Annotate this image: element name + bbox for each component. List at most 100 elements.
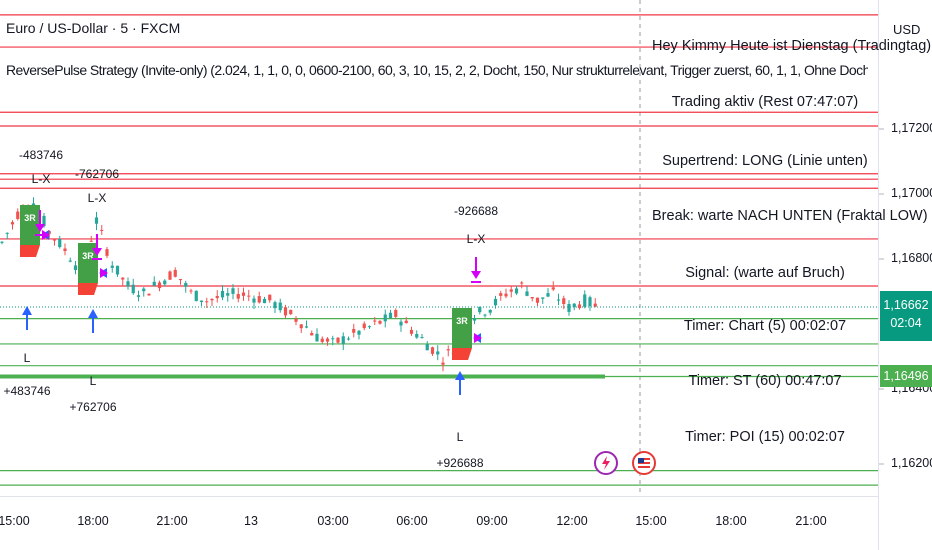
candle-body <box>420 337 424 339</box>
candle-body <box>268 294 272 301</box>
info-break: Break: warte NACH UNTEN (Fraktal LOW) <box>652 208 928 224</box>
candle-body <box>168 271 172 280</box>
info-trading-status: Trading aktiv (Rest 07:47:07) <box>671 94 859 110</box>
candle-body <box>178 279 183 281</box>
candle-body <box>68 260 72 262</box>
info-timer-chart: Timer: Chart (5) 00:02:07 <box>683 318 847 334</box>
us-flag-icon[interactable] <box>632 451 656 475</box>
candle-body <box>514 288 519 294</box>
strategy-legend[interactable]: ReversePulse Strategy (Invite-only) (2.0… <box>6 62 868 78</box>
candle-body <box>289 309 293 315</box>
candle-body <box>509 289 513 292</box>
candle-body <box>562 298 566 304</box>
candle-body <box>47 231 51 234</box>
trade-entry-label: L <box>23 351 31 365</box>
time-axis-separator <box>0 496 878 497</box>
entry-arrow-head <box>88 309 98 318</box>
candle-body <box>173 269 177 277</box>
candle-body <box>346 338 351 340</box>
candle-body <box>383 314 387 322</box>
candle-body <box>388 312 393 319</box>
candle-body <box>73 265 78 271</box>
candle-body <box>131 284 135 294</box>
trade-result-bottom: +926688 <box>436 456 484 470</box>
candle-body <box>205 301 209 303</box>
x-tick-label: 18:00 <box>715 514 747 528</box>
r-multiple-badge <box>78 243 98 283</box>
trade-result-top: -483746 <box>18 148 64 162</box>
candle-body <box>194 290 198 302</box>
risk-badge <box>78 283 98 295</box>
candle-body <box>478 306 482 313</box>
candle-body <box>436 351 440 355</box>
candle-body <box>499 293 503 296</box>
r-multiple-text: 3R <box>82 251 94 261</box>
candle-body <box>10 222 15 225</box>
exit-arrow-head <box>471 271 481 279</box>
candle-body <box>236 294 240 299</box>
candle-body <box>546 293 550 297</box>
trade-result-top: -926688 <box>453 204 499 218</box>
r-multiple-badge <box>452 308 472 348</box>
candle-body <box>147 293 151 296</box>
candle-body <box>367 326 372 328</box>
lightning-icon[interactable] <box>594 451 618 475</box>
candle-body <box>362 323 366 329</box>
candle-body <box>157 282 162 289</box>
x-tick-label: 21:00 <box>795 514 827 528</box>
entry-arrow-head <box>455 371 465 380</box>
candle-body <box>577 304 582 309</box>
trade-exit-label: L-X <box>466 232 486 246</box>
risk-badge <box>452 348 472 360</box>
info-timer-poi: Timer: POI (15) 00:02:07 <box>685 429 845 445</box>
candle-body <box>341 336 345 344</box>
trade-exit-label: L-X <box>87 191 107 205</box>
candle-body <box>357 330 361 335</box>
current-price-badge: 1,16662 02:04 <box>880 291 932 341</box>
candle-body <box>105 249 109 256</box>
r-multiple-text: 3R <box>24 213 36 223</box>
candle-body <box>530 296 534 299</box>
info-supertrend: Supertrend: LONG (Linie unten) <box>662 153 868 169</box>
candle-body <box>89 240 93 242</box>
candle-body <box>483 314 487 316</box>
candle-body <box>231 288 235 294</box>
symbol-title[interactable]: Euro / US-Dollar · 5 · FXCM <box>6 20 181 36</box>
info-timer-st: Timer: ST (60) 00:47:07 <box>688 373 842 389</box>
x-tick-label: 18:00 <box>77 514 109 528</box>
y-tick-label: 1,17200 <box>891 121 932 135</box>
candle-body <box>136 295 141 297</box>
candle-body <box>189 290 193 292</box>
x-tick-label: 15:00 <box>635 514 667 528</box>
y-tick-label: 1,16800 <box>891 251 932 265</box>
candle-body <box>304 326 309 328</box>
exit-arrow-head <box>92 248 102 256</box>
candle-body <box>184 282 188 287</box>
candle-body <box>378 320 382 324</box>
candle-body <box>310 333 314 336</box>
candle-body <box>63 248 67 252</box>
candle-body <box>299 324 303 329</box>
candle-body <box>441 362 445 365</box>
candle-body <box>556 299 561 301</box>
candle-body <box>273 302 277 309</box>
candle-body <box>320 338 324 342</box>
trade-entry-label: L <box>89 374 97 388</box>
currency-label[interactable]: USD <box>893 22 921 37</box>
candle-body <box>331 338 335 340</box>
candle-body <box>352 328 356 333</box>
candle-body <box>5 232 9 234</box>
candle-body <box>115 265 120 275</box>
candle-body <box>210 298 214 301</box>
sl-marker <box>474 333 482 343</box>
price-axis-separator <box>878 0 879 550</box>
candle-body <box>283 307 288 316</box>
candle-body <box>16 211 20 219</box>
candle-body <box>126 281 130 287</box>
info-signal: Signal: (warte auf Bruch) <box>685 265 845 281</box>
trade-result-bottom: +483746 <box>3 384 51 398</box>
candle-body <box>257 296 261 303</box>
candle-body <box>110 265 114 268</box>
